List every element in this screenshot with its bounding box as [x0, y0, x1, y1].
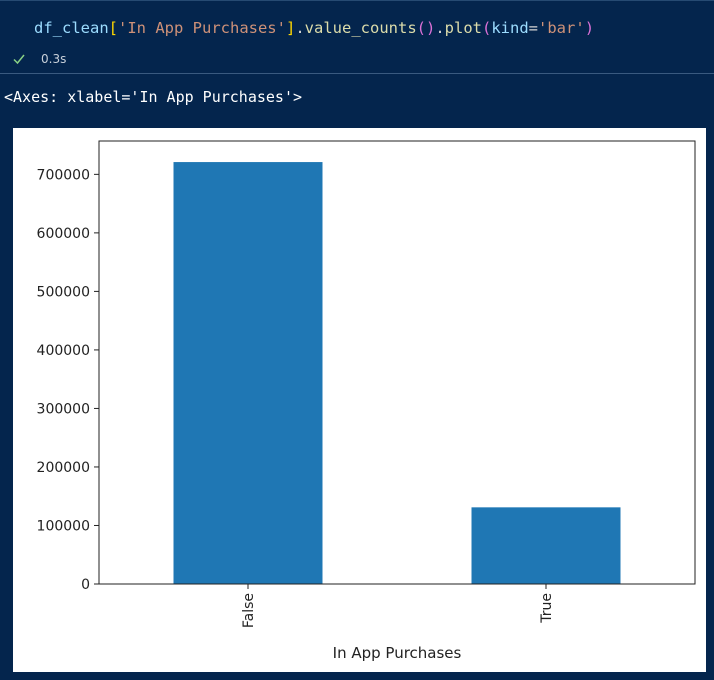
code-paren-close: ) [584, 19, 595, 37]
x-tick-label: True [539, 593, 555, 624]
code-method-value-counts: value_counts [304, 19, 417, 37]
execution-time: 0.3s [41, 52, 67, 66]
y-tick-label: 400000 [37, 343, 90, 359]
bar-true [471, 507, 621, 584]
code-dot: . [295, 19, 305, 37]
code-bracket-close: ] [285, 19, 296, 37]
check-icon [13, 54, 25, 65]
top-border [0, 0, 714, 1]
bar-false [173, 162, 323, 584]
code-paren-open: ( [482, 19, 492, 37]
code-kwarg-value: 'bar' [538, 19, 585, 37]
y-tick-label: 200000 [37, 460, 90, 476]
execution-status: 0.3s [12, 52, 66, 66]
code-method-plot: plot [444, 19, 482, 37]
bar-chart: False True 0 100000 200000 300000 400000 500000… [37, 140, 696, 662]
code-parens: () [416, 19, 436, 37]
code-dot: . [435, 19, 445, 37]
code-bracket-open: [ [108, 19, 118, 37]
chart-figure: False True 0 100000 200000 300000 400000 500000… [13, 128, 706, 672]
y-tick-label: 700000 [37, 167, 90, 183]
y-tick-label: 500000 [37, 284, 90, 300]
code-column-key: 'In App Purchases' [118, 19, 286, 37]
x-axis-label: In App Purchases [333, 644, 462, 662]
code-equals: = [528, 19, 539, 37]
y-tick-label: 0 [81, 577, 90, 593]
code-variable: df_clean [34, 19, 109, 37]
code-kwarg: kind [491, 19, 529, 37]
code-line[interactable]: df_clean['In App Purchases'].value_count… [34, 19, 594, 37]
output-repr: <Axes: xlabel='In App Purchases'> [4, 88, 303, 106]
axes-frame [98, 140, 696, 585]
output-divider [0, 73, 714, 74]
y-tick-label: 600000 [37, 226, 90, 242]
y-tick-label: 100000 [37, 518, 90, 534]
x-tick-label: False [241, 593, 257, 628]
y-tick-label: 300000 [37, 401, 90, 417]
